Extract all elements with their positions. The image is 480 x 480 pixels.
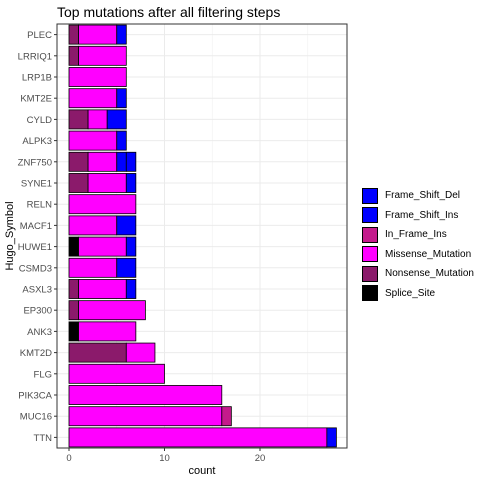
bar-LRP1B-Missense_Mutation <box>68 67 127 87</box>
bar-ZNF750-Frame_Shift_Ins <box>116 151 127 172</box>
legend-label: Frame_Shift_Del <box>385 190 461 202</box>
bar-ZNF750-Missense_Mutation <box>87 151 118 172</box>
y-tick-label: TTN <box>34 433 53 444</box>
legend-label: Missense_Mutation <box>385 248 472 260</box>
bar-SYNE1-Frame_Shift_Ins <box>125 173 137 193</box>
bar-PIK3CA-Missense_Mutation <box>68 385 223 405</box>
bar-KMT2E-Missense_Mutation <box>68 88 118 109</box>
y-tick-label: MUC16 <box>20 412 52 423</box>
bar-CSMD3-Missense_Mutation <box>68 257 118 278</box>
bar-ALPK3-Missense_Mutation <box>68 130 118 151</box>
y-tick-label: LRRIQ1 <box>18 51 52 62</box>
bar-FLG-Missense_Mutation <box>68 363 165 384</box>
y-axis: PLEC LRRIQ1 LRP1B KMT2E CYLD ALPK3 ZNF750 SYNE1… <box>18 30 57 444</box>
bar-KMT2D-Nonsense_Mutation <box>68 342 127 363</box>
grid <box>57 24 347 448</box>
bar-CYLD-Frame_Shift_Ins <box>106 109 127 130</box>
panel-background <box>57 24 347 448</box>
legend-key <box>362 265 378 282</box>
y-axis-label: Hugo_Symbol <box>4 201 16 270</box>
bar-LRRIQ1-Nonsense_Mutation <box>68 45 79 66</box>
legend-key <box>362 246 378 263</box>
legend-item: Splice_Site <box>362 284 474 304</box>
legend-key <box>362 226 378 243</box>
y-tick-label: EP300 <box>23 306 52 317</box>
y-tick-label: ASXL3 <box>22 285 52 296</box>
y-tick-label: ZNF750 <box>18 157 52 168</box>
bar-SYNE1-Nonsense_Mutation <box>68 173 89 193</box>
x-axis: 0 10 20 <box>66 448 265 464</box>
y-tick-label: MACF1 <box>20 221 52 232</box>
y-tick-label: KMT2E <box>20 94 52 105</box>
bar-PLEC-Nonsense_Mutation <box>68 24 79 45</box>
y-tick-label: PIK3CA <box>18 391 52 402</box>
bar-ASXL3-Missense_Mutation <box>78 279 127 299</box>
bar-KMT2D-Missense_Mutation <box>125 342 156 363</box>
legend: Frame_Shift_Del Frame_Shift_Ins In_Frame_I… <box>362 186 474 303</box>
legend-key <box>362 285 378 302</box>
bar-TTN-Frame_Shift_Ins <box>326 427 337 448</box>
bar-ALPK3-Frame_Shift_Ins <box>116 130 127 151</box>
bar-HUWE1-Splice_Site <box>68 236 79 257</box>
y-tick-label: LRP1B <box>22 73 52 84</box>
bar-ZNF750-Nonsense_Mutation <box>68 151 89 172</box>
legend-key <box>362 207 378 224</box>
bar-MUC16-In_Frame_Ins <box>221 406 232 427</box>
bar-ANK3-Missense_Mutation <box>78 321 137 342</box>
legend-item: In_Frame_Ins <box>362 225 474 245</box>
y-tick-label: CSMD3 <box>19 263 52 274</box>
bar-MACF1-Missense_Mutation <box>68 215 118 236</box>
bar-SYNE1-Missense_Mutation <box>87 173 127 193</box>
x-axis-label: count <box>189 465 216 477</box>
legend-label: Splice_Site <box>385 287 436 299</box>
y-tick-label: KMT2D <box>20 348 52 359</box>
bar-EP300-Missense_Mutation <box>78 300 146 321</box>
legend-key <box>362 187 378 204</box>
chart-title: Top mutations after all filtering steps <box>57 4 281 20</box>
bar-CYLD-Missense_Mutation <box>87 109 108 130</box>
x-tick-label: 0 <box>66 453 71 464</box>
legend-item: Frame_Shift_Del <box>362 186 474 206</box>
bar-MACF1-Frame_Shift_Ins <box>116 215 137 236</box>
x-tick-label: 20 <box>255 453 266 464</box>
bar-CYLD-Nonsense_Mutation <box>68 109 89 130</box>
bar-EP300-Nonsense_Mutation <box>68 300 79 321</box>
y-tick-label: PLEC <box>27 30 52 41</box>
bar-PLEC-Missense_Mutation <box>78 24 118 45</box>
legend-item: Missense_Mutation <box>362 245 474 265</box>
legend-label: In_Frame_Ins <box>385 229 447 241</box>
x-tick-label: 10 <box>159 453 170 464</box>
bar-TTN-Missense_Mutation <box>68 427 328 448</box>
bar-ASXL3-Nonsense_Mutation <box>68 279 79 299</box>
bar-ANK3-Splice_Site <box>68 321 79 342</box>
legend-item: Frame_Shift_Ins <box>362 206 474 226</box>
bar-PLEC-Frame_Shift_Ins <box>116 24 127 45</box>
bar-ASXL3-Frame_Shift_Ins <box>125 279 137 299</box>
y-tick-label: ALPK3 <box>22 136 52 147</box>
y-tick-label: FLG <box>34 369 52 380</box>
legend-item: Nonsense_Mutation <box>362 264 474 284</box>
bars <box>68 24 337 448</box>
panel-border <box>56 23 348 449</box>
y-tick-label: ANK3 <box>27 327 52 338</box>
bar-LRRIQ1-Missense_Mutation <box>78 45 127 66</box>
bar-HUWE1-Missense_Mutation <box>78 236 127 257</box>
bar-RELN-Missense_Mutation <box>68 194 137 215</box>
y-tick-label: RELN <box>27 200 52 211</box>
bar-ZNF750-Frame_Shift_Del <box>125 151 137 172</box>
legend-label: Frame_Shift_Ins <box>385 209 459 221</box>
bar-HUWE1-Frame_Shift_Ins <box>125 236 137 257</box>
y-tick-label: HUWE1 <box>18 242 52 253</box>
bar-MUC16-Missense_Mutation <box>68 406 223 427</box>
y-tick-label: SYNE1 <box>21 179 52 190</box>
bar-CSMD3-Frame_Shift_Ins <box>116 257 137 278</box>
bar-KMT2E-Frame_Shift_Ins <box>116 88 127 109</box>
y-tick-label: CYLD <box>27 115 52 126</box>
legend-label: Nonsense_Mutation <box>385 268 474 280</box>
